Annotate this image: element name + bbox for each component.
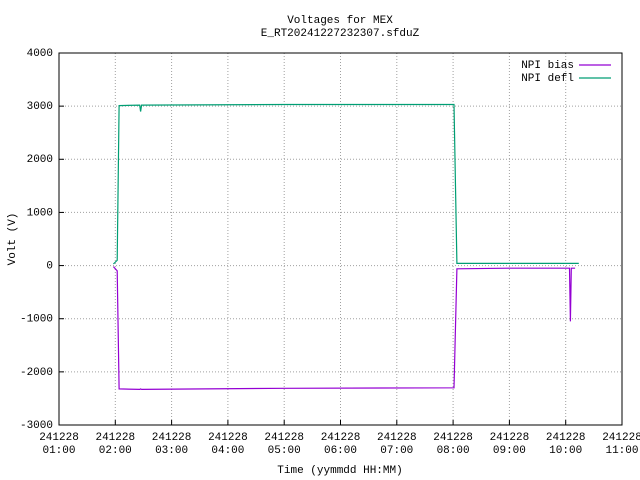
x-tick-label: 241228 09:00 xyxy=(489,432,530,457)
x-tick-label: 241228 08:00 xyxy=(433,432,473,457)
y-tick-label: -1000 xyxy=(20,314,53,326)
series-line xyxy=(112,103,579,265)
x-tick-label: 241228 02:00 xyxy=(95,432,136,457)
y-tick-label: 0 xyxy=(46,260,53,272)
y-tick-label: -2000 xyxy=(20,367,53,379)
series-line xyxy=(112,266,576,391)
y-axis-label: Volt (V) xyxy=(7,213,19,266)
x-axis-label: Time (yymmdd HH:MM) xyxy=(277,465,402,477)
x-tick-label: 241228 03:00 xyxy=(151,432,192,457)
chart-title: Voltages for MEX xyxy=(287,15,393,27)
x-tick-label: 241228 07:00 xyxy=(376,432,417,457)
legend-label: NPI defl xyxy=(521,73,574,85)
legend-label: NPI bias xyxy=(521,60,574,72)
x-tick-label: 241228 04:00 xyxy=(208,432,248,457)
y-tick-label: 3000 xyxy=(27,101,53,113)
y-tick-label: 4000 xyxy=(27,48,53,60)
y-tick-label: 1000 xyxy=(27,207,53,219)
x-tick-label: 241228 05:00 xyxy=(264,432,304,457)
x-tick-label: 241228 11:00 xyxy=(602,432,640,457)
chart-subtitle: E_RT20241227232307.sfduZ xyxy=(261,28,420,40)
y-tick-label: -3000 xyxy=(20,420,53,432)
plot-frame xyxy=(58,52,623,426)
x-tick-label: 241228 01:00 xyxy=(39,432,79,457)
y-tick-label: 2000 xyxy=(27,154,53,166)
x-tick-label: 241228 10:00 xyxy=(545,432,586,457)
x-tick-label: 241228 06:00 xyxy=(320,432,361,457)
